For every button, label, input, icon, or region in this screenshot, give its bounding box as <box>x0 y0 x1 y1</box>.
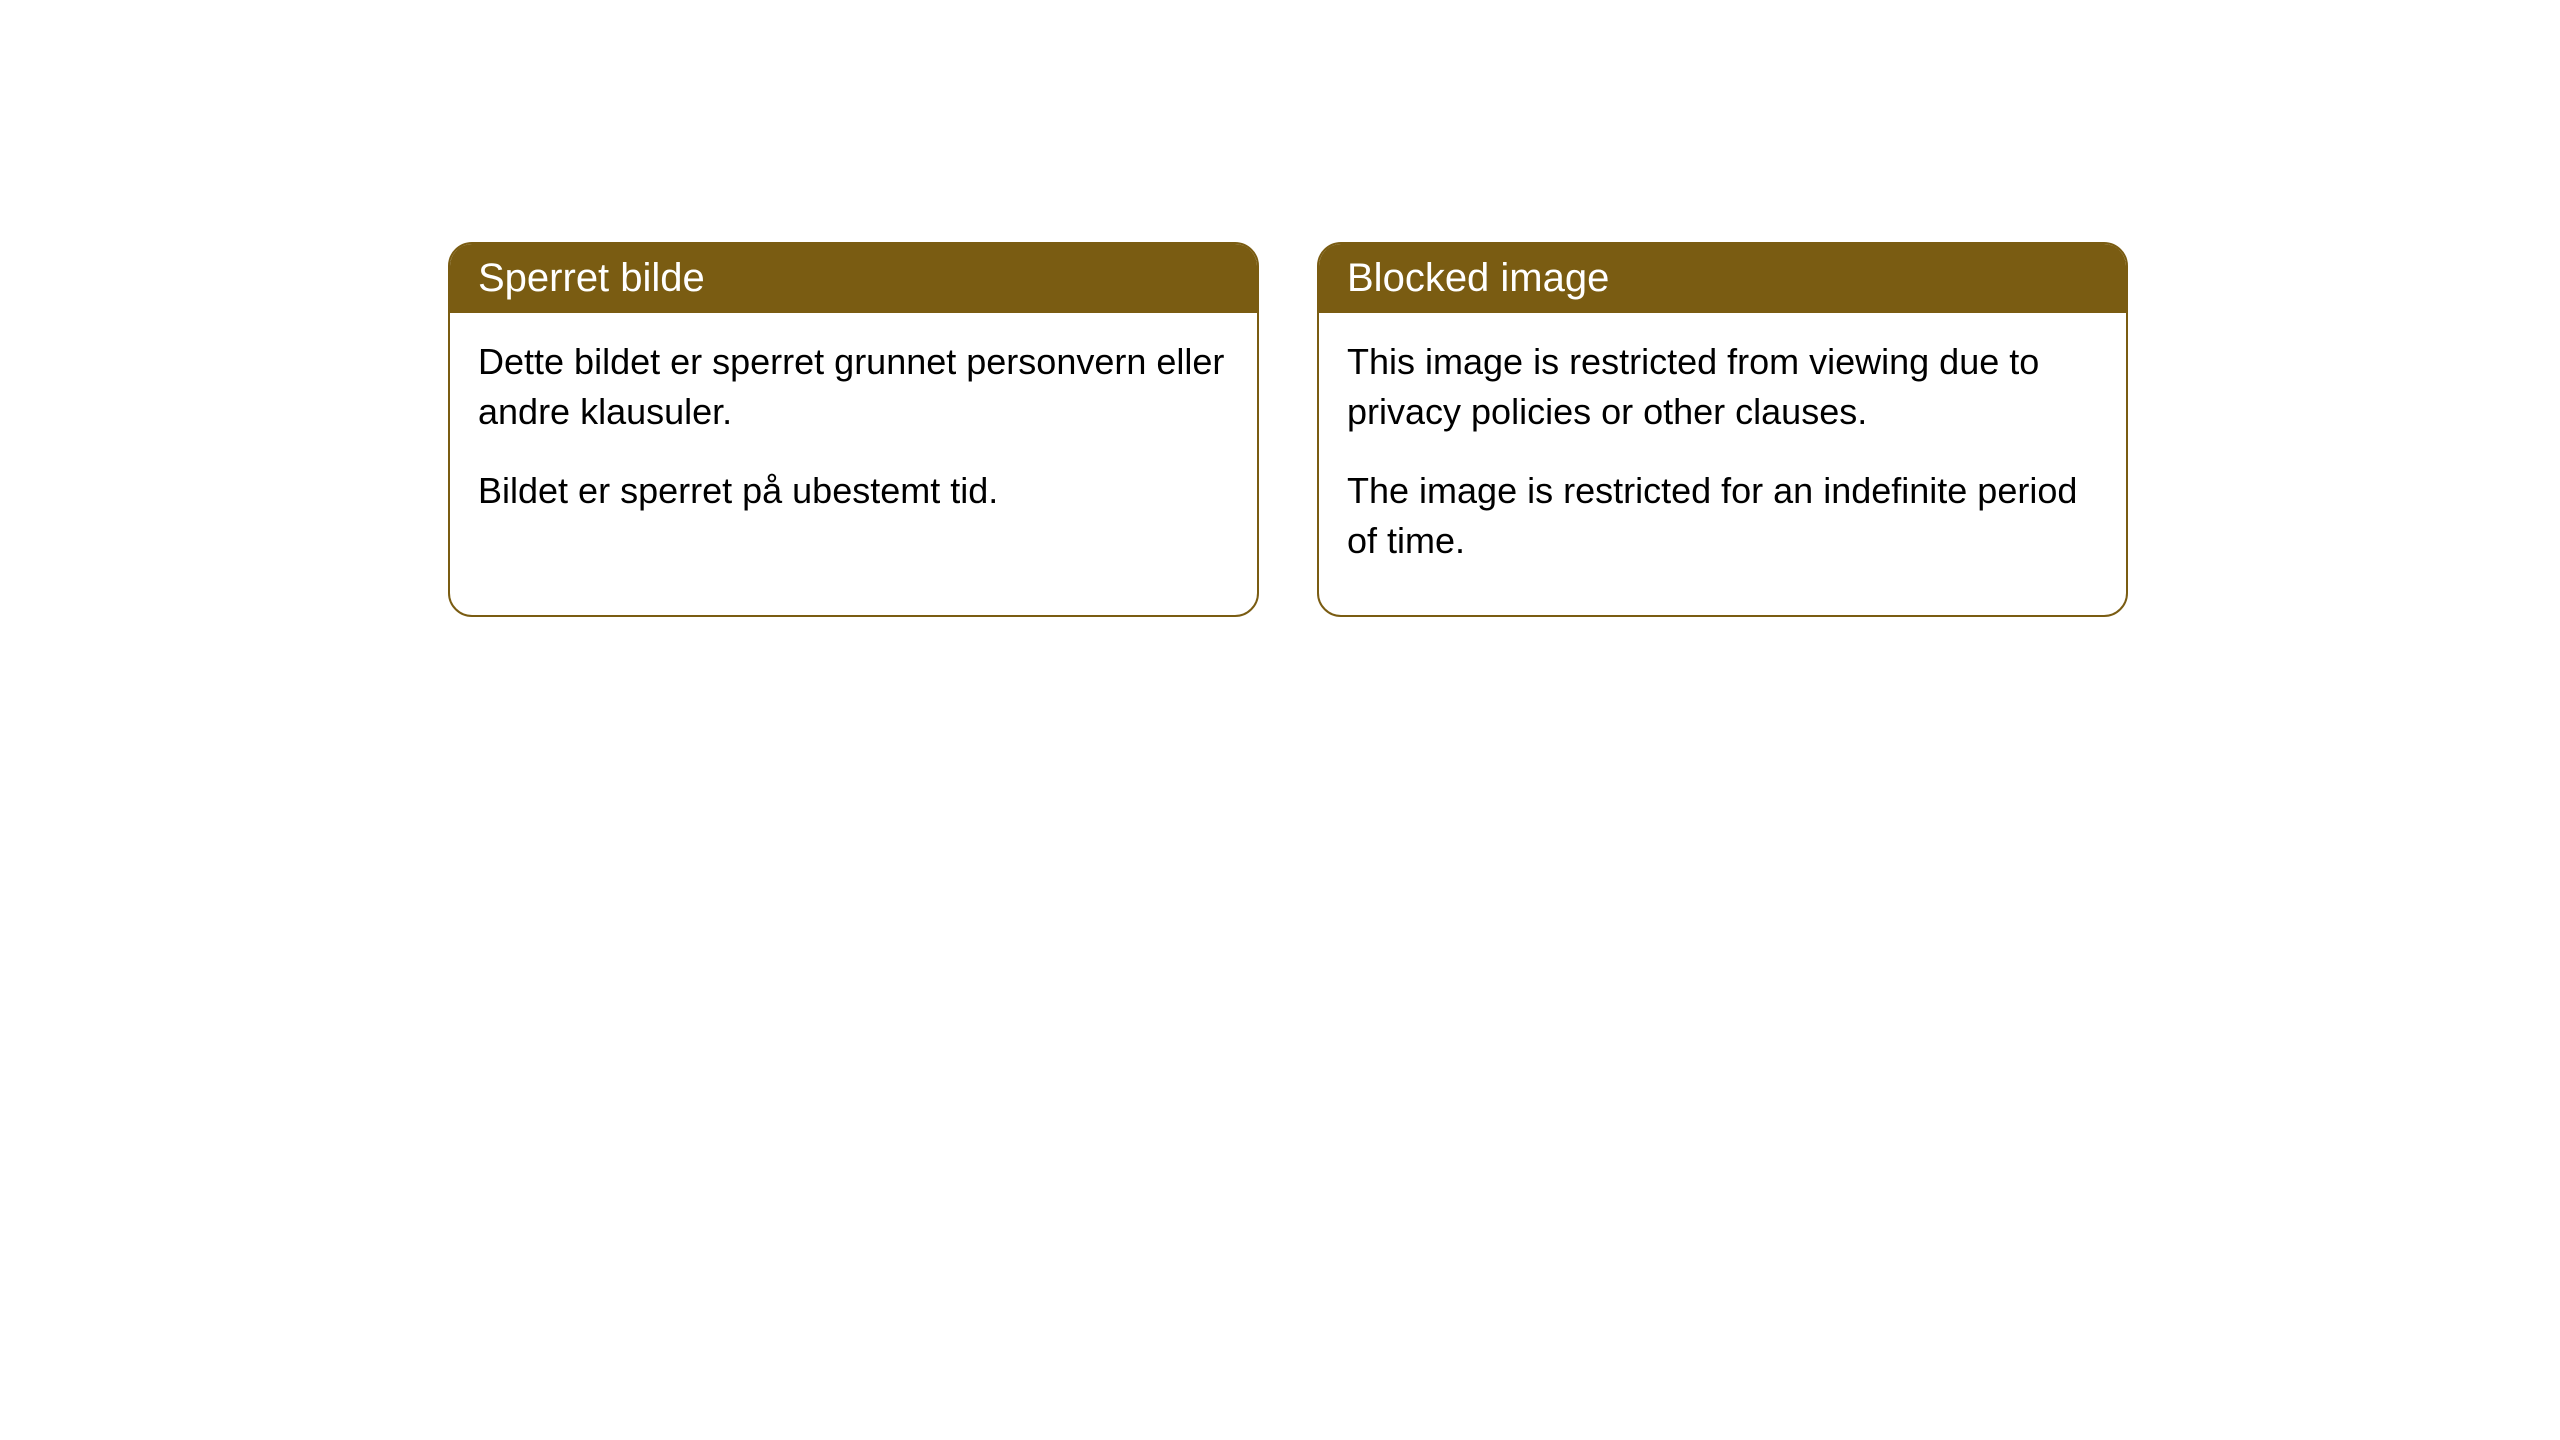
card-header: Sperret bilde <box>450 244 1257 313</box>
card-paragraph: Bildet er sperret på ubestemt tid. <box>478 466 1229 516</box>
card-header: Blocked image <box>1319 244 2126 313</box>
card-title: Blocked image <box>1347 256 1609 300</box>
card-paragraph: Dette bildet er sperret grunnet personve… <box>478 337 1229 438</box>
card-paragraph: This image is restricted from viewing du… <box>1347 337 2098 438</box>
card-paragraph: The image is restricted for an indefinit… <box>1347 466 2098 567</box>
blocked-image-card-english: Blocked image This image is restricted f… <box>1317 242 2128 617</box>
card-title: Sperret bilde <box>478 256 705 300</box>
notice-cards-container: Sperret bilde Dette bildet er sperret gr… <box>448 242 2560 617</box>
card-body: Dette bildet er sperret grunnet personve… <box>450 313 1257 564</box>
card-body: This image is restricted from viewing du… <box>1319 313 2126 615</box>
blocked-image-card-norwegian: Sperret bilde Dette bildet er sperret gr… <box>448 242 1259 617</box>
